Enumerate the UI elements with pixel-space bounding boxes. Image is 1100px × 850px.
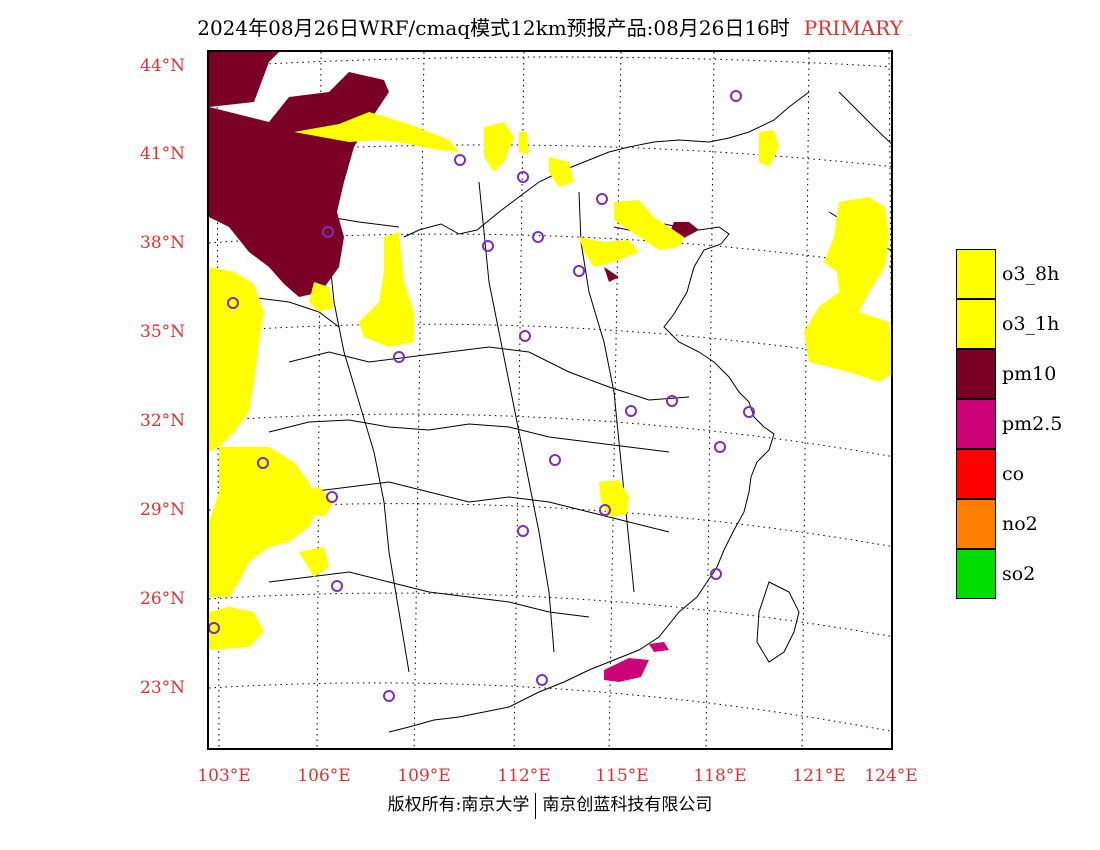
- o3-regions: [209, 112, 891, 650]
- station-marker: [454, 154, 466, 166]
- lat-label-32: 32°N: [140, 411, 186, 431]
- lon-label-121: 121°E: [792, 766, 846, 786]
- primary-tag: PRIMARY: [803, 16, 903, 40]
- lon-label-115: 115°E: [595, 766, 649, 786]
- legend-label: pm2.5: [1002, 413, 1063, 435]
- copyright-footer: 版权所有:南京大学 南京创蓝科技有限公司: [0, 790, 1100, 819]
- legend-label: no2: [1002, 513, 1038, 535]
- map-title: 2024年08月26日WRF/cmaq模式12km预报产品:08月26日16时 P…: [0, 12, 1100, 41]
- title-text: 2024年08月26日WRF/cmaq模式12km预报产品:08月26日16时: [197, 16, 790, 40]
- legend-swatch: [956, 349, 996, 399]
- lat-label-41: 41°N: [140, 144, 186, 164]
- station-marker: [227, 297, 239, 309]
- station-marker: [482, 240, 494, 252]
- station-marker: [596, 193, 608, 205]
- station-marker: [322, 226, 334, 238]
- copyright-owner: 版权所有:南京大学: [387, 795, 530, 815]
- station-marker: [519, 330, 531, 342]
- lon-label-124: 124°E: [864, 766, 918, 786]
- station-marker: [383, 690, 395, 702]
- legend-swatch: [956, 549, 996, 599]
- station-marker: [710, 568, 722, 580]
- footer-divider: [535, 792, 537, 819]
- lat-label-38: 38°N: [140, 233, 186, 253]
- station-marker: [326, 491, 338, 503]
- station-marker: [714, 441, 726, 453]
- pm25-regions: [604, 642, 669, 682]
- lat-label-44: 44°N: [140, 56, 186, 76]
- copyright-company: 南京创蓝科技有限公司: [542, 795, 713, 815]
- station-marker: [532, 231, 544, 243]
- lon-label-112: 112°E: [497, 766, 551, 786]
- map-canvas: [209, 52, 891, 748]
- lon-label-109: 109°E: [397, 766, 451, 786]
- station-markers: [209, 90, 755, 702]
- station-marker: [331, 580, 343, 592]
- station-marker: [549, 454, 561, 466]
- legend-swatch: [956, 399, 996, 449]
- station-marker: [730, 90, 742, 102]
- lon-label-118: 118°E: [693, 766, 747, 786]
- legend-label: so2: [1002, 563, 1036, 585]
- station-marker: [743, 406, 755, 418]
- station-marker: [393, 351, 405, 363]
- lat-label-23: 23°N: [140, 678, 186, 698]
- station-marker: [209, 622, 220, 634]
- legend-label: o3_1h: [1002, 313, 1060, 335]
- lon-label-106: 106°E: [297, 766, 351, 786]
- lat-label-35: 35°N: [140, 322, 186, 342]
- lon-label-103: 103°E: [197, 766, 251, 786]
- station-marker: [573, 265, 585, 277]
- legend-label: co: [1002, 463, 1025, 485]
- lat-label-29: 29°N: [140, 500, 186, 520]
- legend-swatch: [956, 499, 996, 549]
- legend-label: o3_8h: [1002, 263, 1060, 285]
- legend-swatch: [956, 249, 996, 299]
- legend-label: pm10: [1002, 363, 1057, 385]
- station-marker: [257, 457, 269, 469]
- station-marker: [599, 504, 611, 516]
- station-marker: [536, 674, 548, 686]
- station-marker: [625, 405, 637, 417]
- station-marker: [666, 395, 678, 407]
- lat-label-26: 26°N: [140, 589, 186, 609]
- forecast-map: [207, 50, 893, 750]
- station-marker: [517, 525, 529, 537]
- legend-swatch: [956, 299, 996, 349]
- legend-swatch: [956, 449, 996, 499]
- pm10-regions: [209, 52, 699, 297]
- station-marker: [517, 171, 529, 183]
